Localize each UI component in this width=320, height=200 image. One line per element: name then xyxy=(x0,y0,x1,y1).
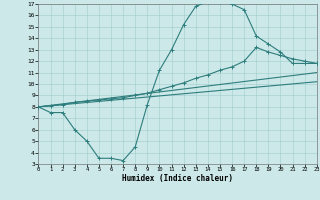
X-axis label: Humidex (Indice chaleur): Humidex (Indice chaleur) xyxy=(122,174,233,183)
